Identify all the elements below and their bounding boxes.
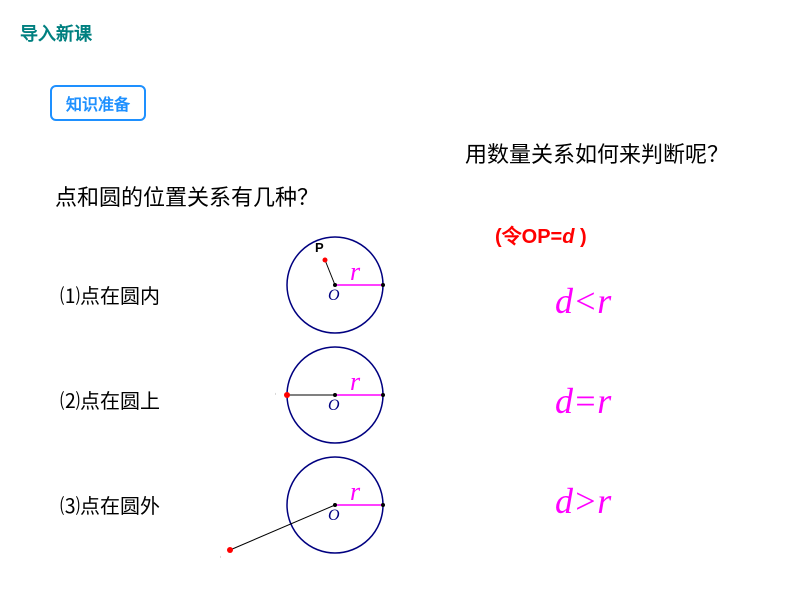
knowledge-prep-box: 知识准备 (50, 85, 146, 121)
r-label-3: r (350, 477, 361, 506)
diagram-point-inside: P O r (275, 230, 405, 340)
r-label-2: r (350, 367, 361, 396)
opd-var: d (562, 226, 574, 248)
r-label-1: r (350, 257, 361, 286)
o-label-1: O (328, 287, 340, 304)
point-p-1 (323, 258, 328, 263)
p-label-2: P (275, 388, 276, 403)
point-p-2 (284, 392, 290, 398)
opd-suffix: ) (574, 226, 586, 248)
formula-1: d<r (555, 280, 611, 322)
lesson-intro-title: 导入新课 (20, 20, 92, 46)
formula-2: d=r (555, 380, 611, 422)
main-question: 点和圆的位置关系有几种？ (55, 180, 319, 212)
case2-label: ⑵点在圆上 (60, 385, 160, 414)
opd-prefix: (令OP= (495, 226, 562, 248)
p-label-3: P (220, 551, 221, 566)
radius-end-2 (381, 393, 385, 397)
radius-end-1 (381, 283, 385, 287)
diagram-point-outside: P O r (220, 450, 400, 570)
p-label-1: P (315, 240, 324, 255)
opd-note: (令OP=d ) (495, 220, 587, 249)
case3-label: ⑶点在圆外 (60, 490, 160, 519)
diagram-point-on: P O r (275, 340, 405, 450)
sub-question: 用数量关系如何来判断呢？ (465, 140, 729, 171)
line-op-1 (325, 260, 335, 285)
point-p-3 (227, 547, 233, 553)
o-label-2: O (328, 397, 340, 414)
line-op-3 (230, 505, 335, 550)
radius-end-3 (381, 503, 385, 507)
formula-3: d>r (555, 480, 611, 522)
o-label-3: O (328, 507, 340, 524)
case1-label: ⑴点在圆内 (60, 280, 160, 309)
